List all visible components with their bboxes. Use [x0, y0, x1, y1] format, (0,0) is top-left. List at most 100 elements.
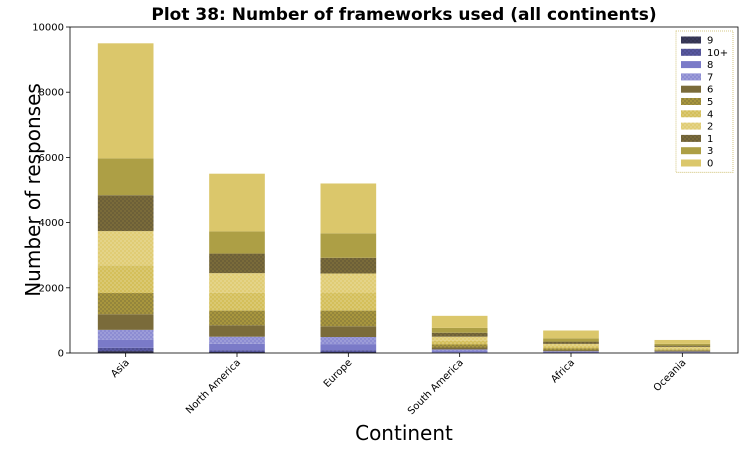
bar-north-america-series-7 — [209, 336, 265, 344]
legend-label: 6 — [707, 85, 713, 96]
y-axis-label: Number of responses — [21, 83, 45, 297]
bar-africa-series-8 — [543, 352, 599, 353]
y-tick-label: 8000 — [39, 88, 64, 99]
bar-europe-series-7 — [320, 337, 377, 345]
legend-label: 4 — [707, 109, 713, 120]
bar-europe-series-6 — [320, 326, 377, 338]
x-tick-label: Asia — [109, 357, 132, 380]
legend-label: 5 — [707, 97, 713, 108]
bar-north-america-series-2 — [209, 273, 265, 293]
bar-africa-series-2 — [543, 343, 599, 347]
bar-africa-series-6 — [543, 350, 599, 352]
bar-africa-series-4 — [543, 346, 599, 349]
x-axis-label: Continent — [355, 421, 453, 445]
plot-frame — [69, 26, 739, 354]
bar-europe-series-0 — [320, 183, 377, 234]
x-tick-label: North America — [184, 357, 243, 416]
bar-north-america-series-9 — [209, 352, 265, 353]
x-tick-label: Oceania — [652, 357, 689, 394]
legend-label: 1 — [707, 134, 713, 145]
bar-south-america-series-2 — [431, 336, 488, 341]
bar-africa-series-7 — [543, 351, 599, 353]
bar-europe-series-1 — [320, 257, 377, 274]
bar-oceania-series-6 — [654, 350, 711, 352]
bar-north-america-series-1 — [209, 253, 265, 274]
bar-asia-series-4 — [97, 265, 154, 294]
bar-south-america-series-4 — [431, 340, 488, 345]
legend-label: 8 — [707, 60, 713, 71]
x-tick-label: South America — [406, 357, 466, 417]
legend-swatch — [681, 61, 701, 69]
bar-oceania-series-1 — [654, 345, 711, 347]
bar-north-america-series-10+ — [209, 350, 265, 353]
bar-oceania-series-5 — [654, 349, 711, 351]
bar-oceania-series-7 — [654, 351, 711, 353]
bar-europe-series-3 — [320, 233, 377, 258]
bar-north-america-series-5 — [209, 310, 265, 326]
bar-asia-series-1 — [97, 195, 154, 232]
bar-europe-series-5 — [320, 310, 377, 327]
bar-asia-series-8 — [97, 339, 154, 348]
bar-europe-series-9 — [320, 352, 377, 353]
legend-label: 0 — [707, 159, 713, 170]
legend-swatch — [681, 98, 701, 105]
x-tick-label: Africa — [549, 357, 577, 385]
bars-layer — [97, 43, 711, 353]
y-tick-label: 4000 — [39, 218, 64, 229]
bar-europe-series-10+ — [320, 350, 377, 353]
y-tick-label: 2000 — [39, 283, 64, 294]
y-tick-label: 6000 — [39, 153, 64, 164]
bar-north-america-series-4 — [209, 292, 265, 311]
legend-label: 3 — [707, 146, 713, 157]
bar-asia-series-7 — [97, 329, 154, 340]
y-tick-label: 0 — [58, 349, 64, 360]
y-axis: 0 2000 4000 6000 8000 10000 — [32, 23, 70, 360]
legend: 910+87 654 213 0 — [675, 30, 734, 173]
bar-south-america-series-1 — [431, 332, 488, 337]
chart-title: Plot 38: Number of frameworks used (all … — [151, 5, 656, 25]
bar-south-america-series-0 — [431, 315, 488, 328]
bar-oceania-series-0 — [654, 339, 711, 344]
bar-north-america-series-3 — [209, 231, 265, 254]
legend-swatch — [681, 147, 701, 155]
bar-asia-series-9 — [97, 351, 154, 353]
legend-swatch — [681, 110, 701, 118]
legend-label: 2 — [707, 122, 713, 133]
legend-swatch — [681, 48, 701, 56]
x-axis: Asia North America Europe South America Afri… — [109, 353, 688, 417]
bar-europe-series-4 — [320, 293, 377, 311]
bar-south-america-series-6 — [431, 347, 488, 350]
legend-swatch — [681, 122, 701, 130]
bar-south-america-series-8 — [431, 351, 488, 353]
bar-asia-series-5 — [97, 293, 154, 315]
legend-swatch — [681, 36, 701, 44]
bar-south-america-series-7 — [431, 349, 488, 352]
legend-swatch — [681, 159, 701, 167]
bar-oceania-series-2 — [654, 346, 711, 349]
bar-north-america-series-8 — [209, 343, 265, 351]
bar-asia-series-2 — [97, 231, 154, 266]
bar-africa-series-1 — [543, 341, 599, 344]
legend-label: 7 — [707, 72, 713, 83]
bar-north-america-series-6 — [209, 325, 265, 337]
bar-north-america-series-0 — [209, 173, 265, 232]
bar-europe-series-2 — [320, 273, 377, 294]
bar-europe-series-8 — [320, 344, 377, 351]
bar-oceania-series-4 — [654, 348, 711, 350]
bar-asia-series-0 — [97, 43, 154, 159]
legend-swatch — [681, 73, 701, 81]
x-tick-label: Europe — [322, 357, 355, 390]
y-tick-label: 10000 — [32, 23, 64, 34]
bar-south-america-series-3 — [431, 327, 488, 333]
legend-swatch — [681, 85, 701, 93]
bar-asia-series-3 — [97, 158, 154, 196]
legend-swatch — [681, 134, 701, 142]
bar-africa-series-3 — [543, 338, 599, 342]
bar-south-america-series-5 — [431, 344, 488, 348]
bar-asia-series-10+ — [97, 347, 154, 352]
bar-asia-series-6 — [97, 314, 154, 330]
bar-oceania-series-3 — [654, 343, 711, 346]
legend-label: 9 — [707, 36, 713, 47]
bar-africa-series-0 — [543, 330, 599, 339]
